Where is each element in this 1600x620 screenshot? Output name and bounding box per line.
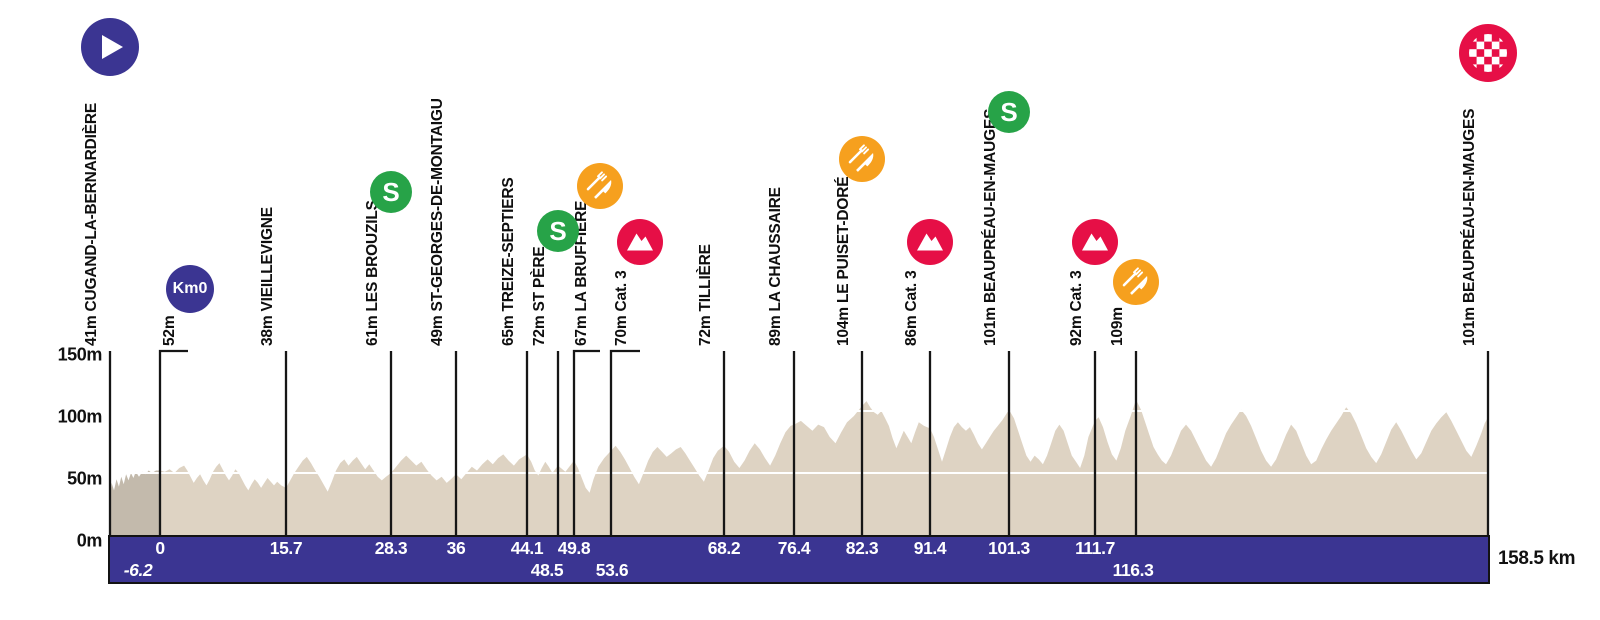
axis-tick-label: 28.3 [374,538,408,558]
sprint-icon: S [988,91,1030,133]
waypoint-label: 61m LES BROUZILS [364,200,382,346]
axis-tick-label: 49.8 [557,538,591,558]
axis-tick-label: 76.4 [777,538,811,558]
waypoint-label: 89m LA CHAUSSAIRE [767,187,785,346]
waypoint-elevation: 92m [1068,311,1085,346]
y-axis-label: 100m [57,406,103,427]
axis-tick-label: 36 [446,538,466,558]
waypoint-label: 41m CUGAND-LA-BERNARDIÈRE [83,103,101,346]
axis-tick-label: 48.5 [530,560,564,580]
waypoint-line [609,349,640,535]
climb-cat3-icon [617,219,663,270]
start-icon [81,18,139,81]
axis-tick-label: 91.4 [913,538,947,558]
feed-zone-icon [1113,259,1159,310]
axis-tick-label: 82.3 [845,538,879,558]
waypoint-elevation: 41m [83,311,100,346]
axis-tick-label: 0 [155,538,165,558]
waypoint-name: ST-GEORGES-DE-MONTAIGU [429,98,446,312]
waypoint-label: 70m Cat. 3 [613,270,631,346]
y-axis-label: 150m [57,344,103,365]
feed-zone-icon [839,136,885,187]
waypoint-name: VIEILLEVIGNE [259,207,276,312]
waypoint-label: 104m LE PUISET-DORÉ [835,177,853,346]
waypoint-name: BEAUPRÉAU-EN-MAUGES [982,108,999,304]
axis-tick-label: 111.7 [1075,538,1115,558]
climb-cat3-icon [907,219,953,270]
axis-tick-label: 116.3 [1112,560,1154,580]
waypoint-elevation: 86m [903,311,920,346]
waypoint-elevation: 104m [835,303,852,346]
waypoint-elevation: 65m [500,311,517,346]
waypoint-label: 65m TREIZE-SEPTIERS [500,178,518,346]
waypoint-elevation: 101m [1461,303,1478,346]
km0-badge: Km0 [166,265,214,313]
waypoint-elevation: 72m [531,311,548,346]
sprint-icon: S [537,210,579,252]
elevation-area-neutral-start [110,470,160,537]
waypoint-name: CUGAND-LA-BERNARDIÈRE [83,102,100,312]
elevation-area [160,399,1488,537]
axis-tick-label: -6.2 [123,560,153,580]
waypoint-name: Cat. 3 [903,270,920,312]
waypoint-label: 86m Cat. 3 [903,270,921,346]
waypoint-line [158,349,188,535]
waypoint-elevation: 70m [613,311,630,346]
waypoint-elevation: 109m [1109,307,1126,346]
y-axis-label: 0m [76,530,103,551]
axis-tick-label: 101.3 [988,538,1030,558]
waypoint-label: 38m VIEILLEVIGNE [259,207,277,346]
total-distance-label: 158.5 km [1498,548,1576,569]
waypoint-elevation: 101m [982,303,999,346]
waypoint-line [572,349,600,535]
waypoint-label: 101m BEAUPRÉAU-EN-MAUGES [1461,109,1479,346]
climb-cat3-icon [1072,219,1118,270]
waypoint-name: LE PUISET-DORÉ [835,176,852,304]
sprint-icon: S [370,171,412,213]
waypoint-label: 92m Cat. 3 [1068,270,1086,346]
waypoint-elevation: 38m [259,311,276,346]
axis-tick-label: 53.6 [595,560,629,580]
waypoint-elevation: 72m [697,311,714,346]
waypoint-label: 109m [1109,307,1127,346]
waypoint-name: LA BRUFFIÈRE [573,200,590,312]
y-axis-label: 50m [67,468,102,489]
waypoint-label: 49m ST-GEORGES-DE-MONTAIGU [429,98,447,346]
axis-tick-label: 15.7 [269,538,303,558]
waypoint-name: LA CHAUSSAIRE [767,187,784,312]
waypoint-name: ST PÈRE [531,246,548,312]
waypoint-elevation: 61m [364,311,381,346]
waypoint-label: 101m BEAUPRÉAU-EN-MAUGES [982,109,1000,346]
waypoint-name: TILLIÈRE [697,244,714,312]
waypoint-name: LES BROUZILS [364,200,381,312]
axis-tick-label: 68.2 [707,538,741,558]
finish-icon [1459,24,1517,87]
feed-zone-icon [577,163,623,214]
distance-axis-bar [108,535,1490,584]
waypoint-name: BEAUPRÉAU-EN-MAUGES [1461,108,1478,304]
waypoint-label: 72m ST PÈRE [531,247,549,346]
waypoint-label: 52m [161,316,179,346]
waypoint-name: Cat. 3 [613,270,630,312]
waypoint-elevation: 67m [573,311,590,346]
axis-tick-label: 44.1 [510,538,544,558]
waypoint-elevation: 49m [429,311,446,346]
waypoint-elevation: 89m [767,311,784,346]
waypoint-elevation: 52m [161,315,178,346]
waypoint-label: 72m TILLIÈRE [697,244,715,346]
waypoint-name: TREIZE-SEPTIERS [500,177,517,312]
waypoint-name: Cat. 3 [1068,270,1085,312]
